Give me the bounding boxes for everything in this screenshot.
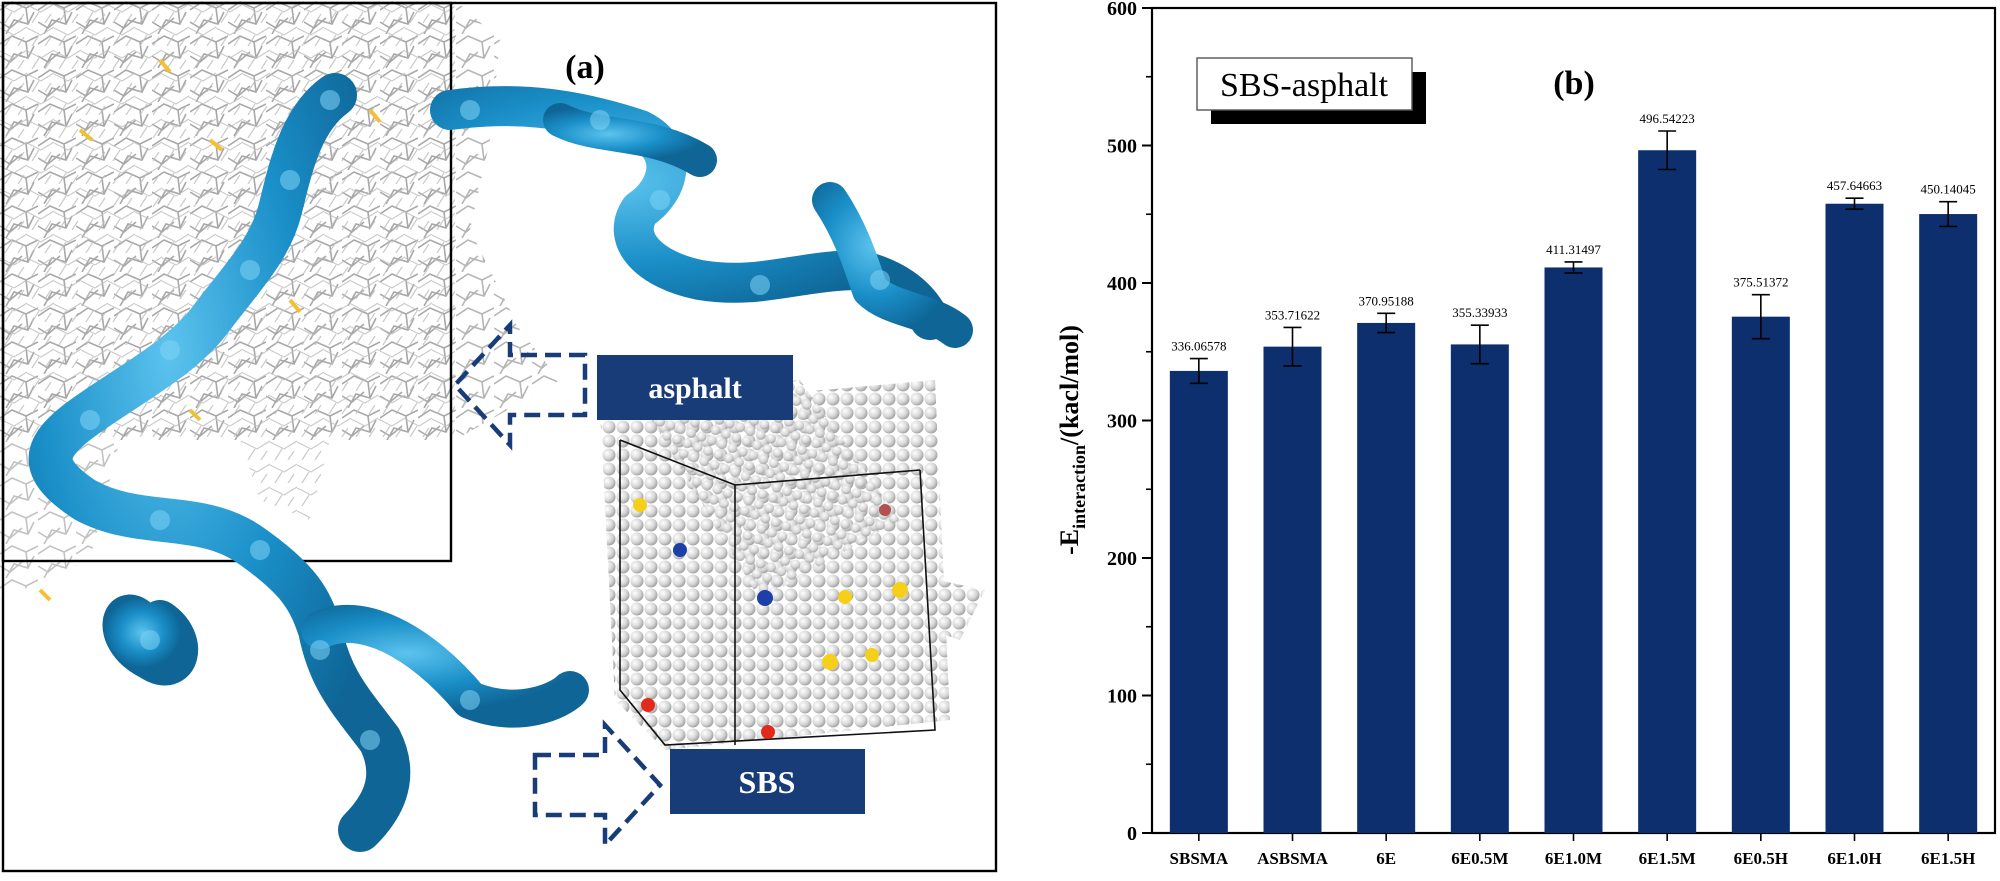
y-tick-label: 0 [1127,823,1137,845]
panel-a-label: (a) [565,49,605,86]
y-tick-label: 400 [1107,273,1137,295]
x-tick-label: SBSMA [1170,849,1229,868]
x-tick-label: 6E1.0M [1545,849,1602,868]
y-tick-label: 300 [1107,411,1137,433]
bar-6E1.0M [1544,267,1603,834]
x-tick-label: 6E1.0H [1827,849,1881,868]
sbs-arrow [532,719,664,851]
value-label: 355.33933 [1452,305,1507,320]
x-tick-label: 6E0.5H [1734,849,1788,868]
panel-b-bar-chart: 0 100 200 300 400 500 600 336.06578 353.71622 37… [1000,0,2000,876]
value-label: 370.95188 [1359,293,1414,308]
chart-bars [1169,150,1978,834]
value-labels: 336.06578 353.71622 370.95188 355.33933 411.… [1171,111,1976,354]
x-tick-label: 6E1.5H [1921,849,1975,868]
bar-ASBSMA [1263,346,1322,833]
value-label: 336.06578 [1171,339,1226,354]
x-tick-label: 6E0.5M [1451,849,1508,868]
bar-6E0.5H [1731,316,1790,833]
value-label: 496.54223 [1640,111,1695,126]
value-label: 353.71622 [1265,307,1320,322]
asphalt-arrow [451,319,588,451]
bar-6E1.5H [1919,214,1978,833]
y-tick-label: 200 [1107,548,1137,570]
asphalt-label-box [597,355,793,420]
asphalt-molecule-network [0,0,560,600]
panel-b-label: (b) [1553,65,1595,102]
sulfur-atoms [38,58,382,602]
x-axis-labels: SBSMA ASBSMA 6E 6E0.5M 6E1.0M 6E1.5M 6E0.5H 6E1… [1170,833,1975,868]
asphalt-label: asphalt [648,372,741,405]
chart-title: SBS-asphalt [1220,67,1389,104]
error-bars [1189,130,1958,385]
bar-6E0.5M [1450,344,1509,833]
molecular-scene: asphalt SBS (a) [0,0,998,873]
sbs-label: SBS [739,764,796,800]
panel-a-molecular-model: asphalt SBS (a) [0,0,1000,876]
panel-a-border [1,1,998,873]
value-label: 450.14045 [1921,182,1976,197]
bar-6E1.0H [1825,203,1884,833]
bar-6E1.5M [1638,150,1697,833]
bar-6E [1357,322,1416,833]
bar-chart: 0 100 200 300 400 500 600 336.06578 353.71622 37… [1055,0,1997,868]
sbs-label-box [670,749,865,814]
y-tick-label: 600 [1107,0,1137,20]
y-tick-label: 100 [1107,686,1137,708]
sbs-bead-highlights [80,90,890,750]
bar-SBSMA [1169,370,1228,833]
x-tick-label: 6E1.5M [1639,849,1696,868]
sbs-polymer-chain [28,73,973,852]
x-tick-label: 6E [1376,849,1396,868]
y-tick-label: 500 [1107,136,1137,158]
y-axis-ticks: 0 100 200 300 400 500 600 [1107,0,1152,845]
y-axis-label: -Einteraction/(kacl/mol) [1055,325,1089,555]
x-tick-label: ASBSMA [1257,849,1329,868]
value-label: 457.64663 [1827,178,1882,193]
value-label: 375.51372 [1733,275,1788,290]
value-label: 411.31497 [1546,242,1601,257]
title-box [1196,57,1413,111]
simulation-cell [600,380,985,750]
